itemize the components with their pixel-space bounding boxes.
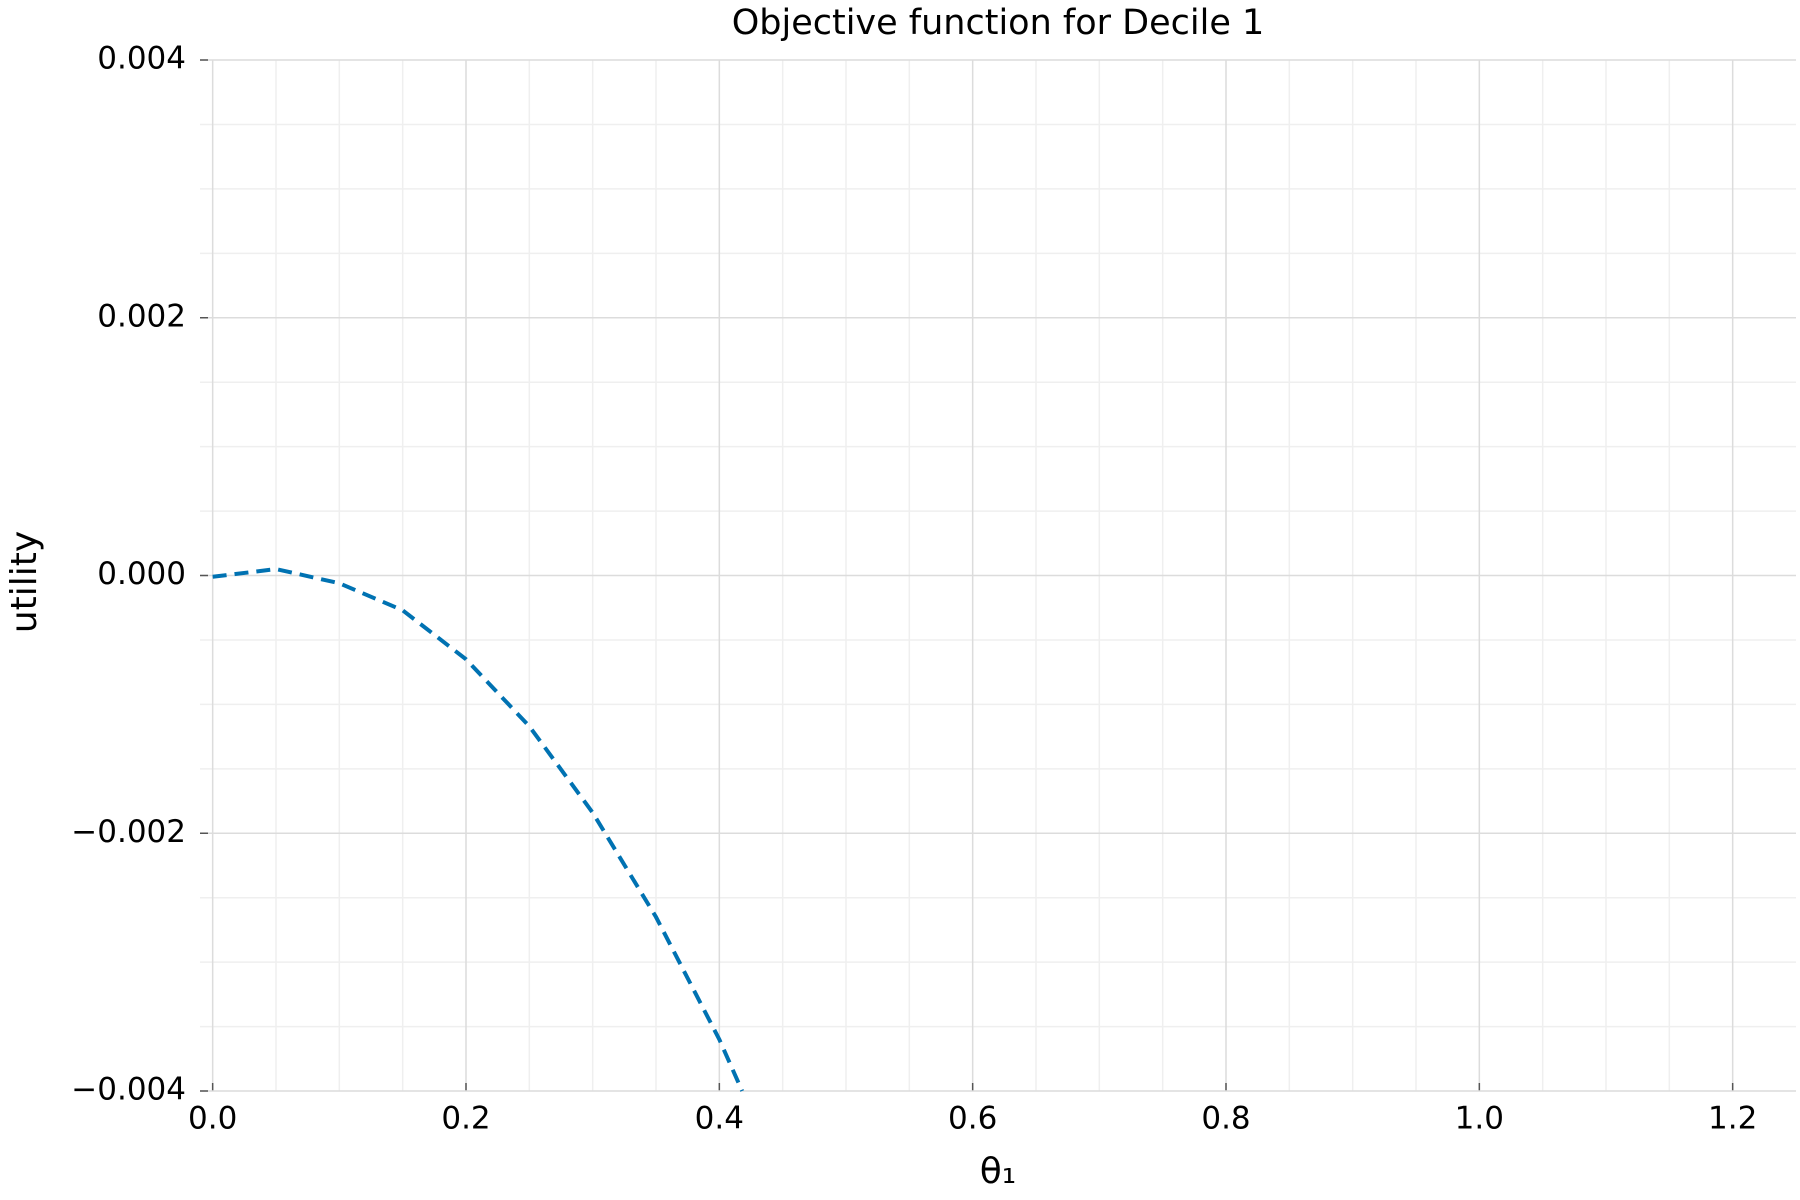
y-tick-label: 0.002	[97, 298, 186, 334]
y-tick-label: −0.004	[71, 1072, 186, 1108]
x-tick-label: 0.8	[1201, 1101, 1250, 1137]
x-tick-label: 0.4	[695, 1101, 744, 1137]
y-axis-label: utility	[4, 531, 45, 633]
x-axis-label: θ₁	[980, 1151, 1016, 1192]
y-tick-label: −0.002	[71, 814, 186, 850]
x-tick-label: 0.0	[188, 1101, 237, 1137]
x-tick-label: 1.2	[1708, 1101, 1757, 1137]
x-tick-label: 0.2	[441, 1101, 490, 1137]
chart-title: Objective function for Decile 1	[732, 3, 1265, 43]
x-tick-label: 1.0	[1455, 1101, 1504, 1137]
data-line	[212, 567, 744, 1092]
x-tick-label: 0.6	[948, 1101, 997, 1137]
y-tick-label: 0.004	[97, 41, 186, 77]
y-tick-label: 0.000	[97, 556, 186, 592]
